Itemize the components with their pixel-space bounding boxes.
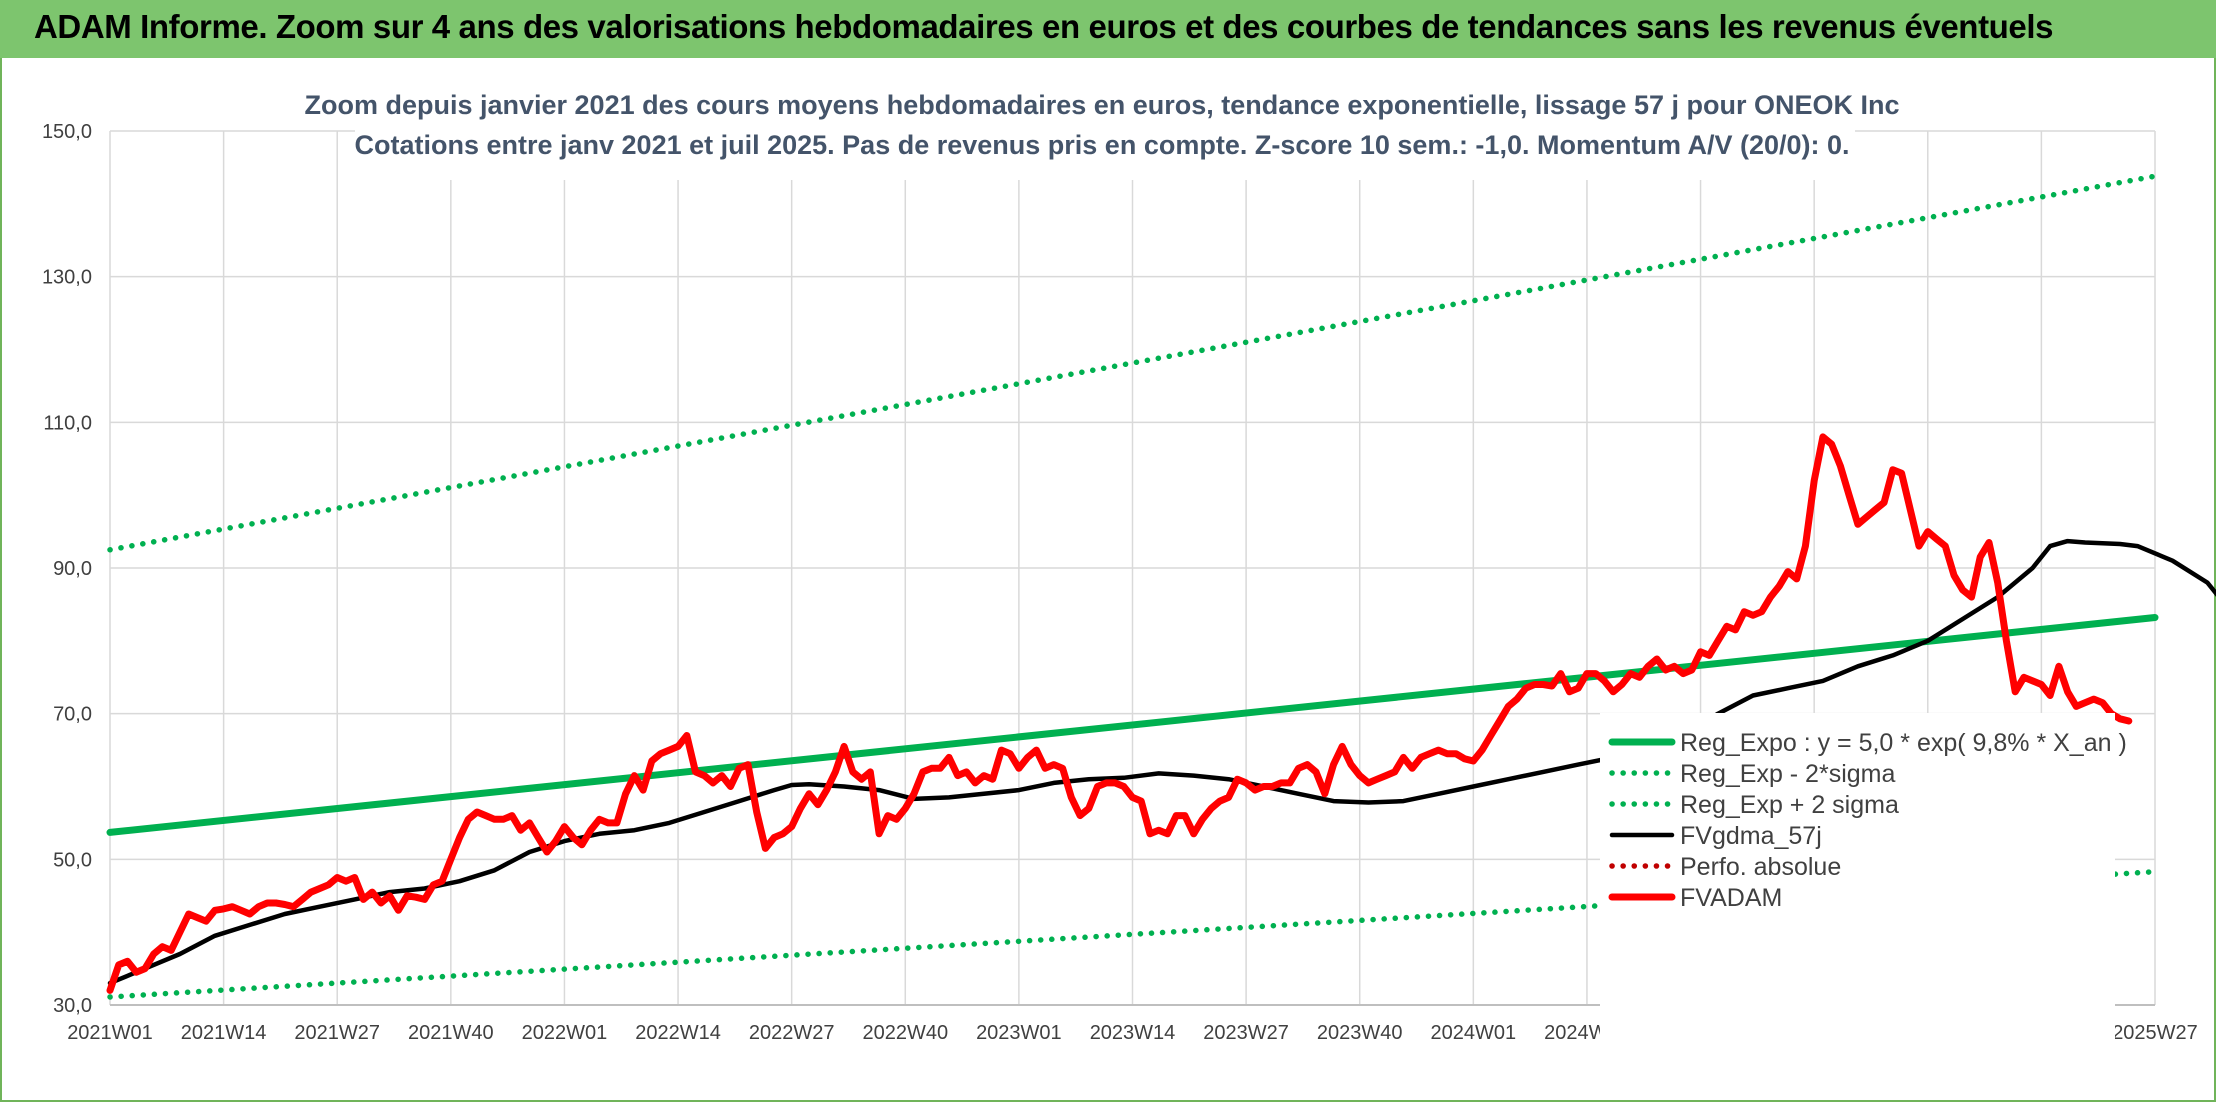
- x-tick-label: 2023W40: [1317, 1022, 1403, 1044]
- legend-item-reg-exp-minus-label: Reg_Exp - 2*sigma: [1680, 760, 1895, 788]
- x-tick-label: 2022W27: [749, 1022, 835, 1044]
- title-background: [355, 80, 1855, 180]
- x-tick-label: 2025W27: [2112, 1022, 2198, 1044]
- legend-item-reg-expo-label: Reg_Expo : y = 5,0 * exp( 9,8% * X_an ): [1680, 729, 2127, 757]
- x-tick-label: 2022W40: [862, 1022, 948, 1044]
- legend-item-fvgdma-label: FVgdma_57j: [1680, 822, 1822, 850]
- x-tick-label: 2023W14: [1090, 1022, 1176, 1044]
- report-banner: ADAM Informe. Zoom sur 4 ans des valoris…: [0, 0, 2216, 58]
- chart-title: Zoom depuis janvier 2021 des cours moyen…: [304, 90, 1899, 120]
- y-tick-label: 130,0: [42, 267, 92, 289]
- legend-item-perfo-label: Perfo. absolue: [1680, 853, 1841, 881]
- chart-series: [106, 173, 2216, 1000]
- y-tick-label: 70,0: [53, 704, 92, 726]
- chart-subtitle: Cotations entre janv 2021 et juil 2025. …: [354, 130, 1849, 160]
- reg-expo-line: [106, 614, 2159, 836]
- reg-exp-plus-2sigma-line: [107, 173, 2158, 553]
- x-tick-label: 2021W27: [294, 1022, 380, 1044]
- y-axis-tick-labels: 30,0 50,0 70,0 90,0 110,0 130,0 150,0: [42, 121, 92, 1017]
- y-tick-label: 90,0: [53, 558, 92, 580]
- x-tick-label: 2023W27: [1203, 1022, 1289, 1044]
- x-tick-label: 2023W01: [976, 1022, 1062, 1044]
- chart-title-group: Zoom depuis janvier 2021 des cours moyen…: [304, 80, 1900, 180]
- chart-legend: Reg_Expo : y = 5,0 * exp( 9,8% * X_an ) R…: [1600, 713, 2127, 1043]
- y-tick-label: 30,0: [53, 995, 92, 1017]
- x-tick-label: 2021W14: [181, 1022, 267, 1044]
- x-tick-label: 2022W01: [522, 1022, 608, 1044]
- line-chart: 30,0 50,0 70,0 90,0 110,0 130,0 150,0 2021W01 2…: [42, 80, 2216, 1044]
- legend-item-fvadam-label: FVADAM: [1680, 884, 1782, 912]
- fvgdma-57j-line: [107, 538, 2216, 986]
- fvadam-line: [106, 433, 2133, 994]
- x-tick-label: 2021W40: [408, 1022, 494, 1044]
- y-tick-label: 50,0: [53, 849, 92, 871]
- x-tick-label: 2022W14: [635, 1022, 721, 1044]
- y-tick-label: 150,0: [42, 121, 92, 143]
- legend-background: [1600, 713, 2115, 1043]
- x-tick-label: 2024W01: [1431, 1022, 1517, 1044]
- legend-item-reg-exp-plus-label: Reg_Exp + 2 sigma: [1680, 791, 1899, 819]
- report-title: ADAM Informe. Zoom sur 4 ans des valoris…: [34, 8, 2054, 45]
- x-tick-label: 2021W01: [67, 1022, 153, 1044]
- y-tick-label: 110,0: [43, 412, 92, 434]
